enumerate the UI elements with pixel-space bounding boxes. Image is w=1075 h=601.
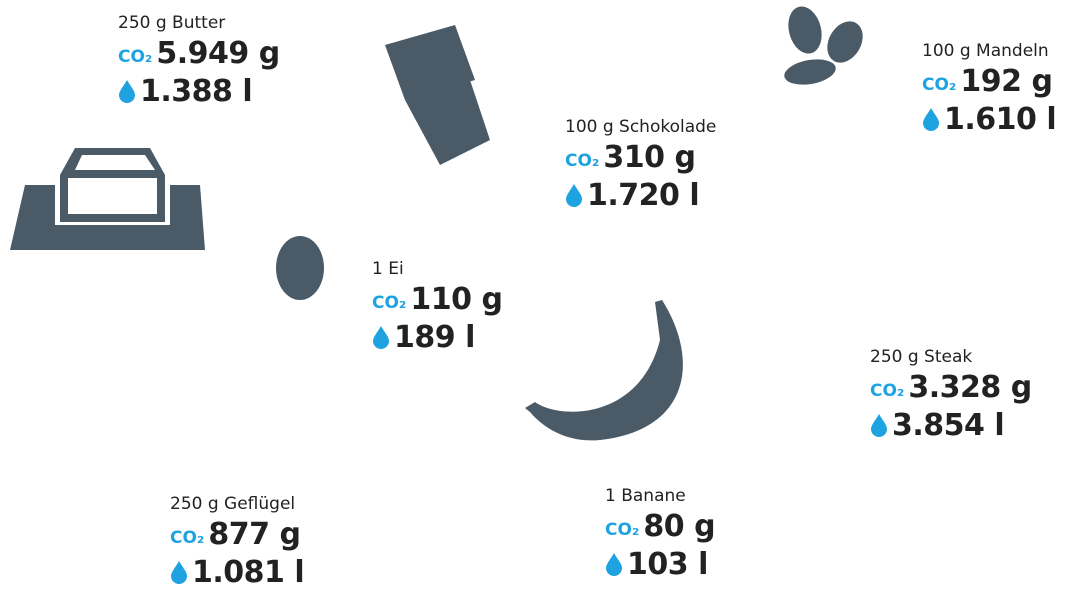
food-label: 100 g Mandeln [922,41,1049,61]
food-item: 250 g Butter CO₂ 5.949 g 1.388 l [118,12,280,110]
co2-value: 80 g [643,508,716,544]
water-value: 1.388 l [140,73,253,109]
co2-value: 192 g [960,63,1053,99]
food-label: 1 Banane [605,486,686,506]
almond-icon [784,6,863,85]
water-row: 1.720 l [565,176,716,214]
water-row: 1.388 l [118,72,280,110]
water-value: 189 l [394,319,475,355]
food-item: 250 g Steak CO₂ 3.328 g 3.854 l [870,346,1032,444]
water-drop [871,414,887,437]
water-row: 1.610 l [922,100,1057,138]
food-label: 250 g Geflügel [170,494,296,514]
water-drop [606,553,622,576]
co2-symbol: CO₂ [565,151,600,171]
co2-value: 5.949 g [156,35,280,71]
co2-value: 877 g [208,516,301,552]
water-row: 189 l [372,318,502,356]
food-label: 1 Ei [372,259,404,279]
co2-value: 110 g [410,281,503,317]
co2-symbol: CO₂ [922,75,957,95]
chocolate-icon [385,25,490,165]
co2-symbol: CO₂ [118,47,153,67]
co2-row: CO₂ 110 g [372,280,503,318]
water-value: 1.720 l [587,177,700,213]
food-item: 100 g Mandeln CO₂ 192 g 1.610 l [922,40,1057,138]
food-item: 1 Banane CO₂ 80 g 103 l [605,485,716,583]
food-item: 250 g Geflügel CO₂ 877 g 1.081 l [170,493,305,591]
egg-icon [276,236,324,300]
co2-symbol: CO₂ [605,520,640,540]
co2-row: CO₂ 3.328 g [870,368,1032,406]
co2-symbol: CO₂ [372,293,407,313]
water-value: 3.854 l [892,407,1005,443]
co2-row: CO₂ 5.949 g [118,34,280,72]
food-label: 100 g Schokolade [565,117,717,137]
butter-icon [10,148,205,250]
food-item: 100 g Schokolade CO₂ 310 g 1.720 l [565,116,716,214]
co2-row: CO₂ 877 g [170,515,304,553]
water-drop [373,326,389,349]
co2-row: CO₂ 192 g [922,62,1056,100]
water-value: 1.610 l [944,101,1057,137]
water-drop [171,561,187,584]
water-value: 103 l [627,546,708,582]
water-row: 103 l [605,545,715,583]
co2-value: 310 g [603,139,696,175]
banana-icon [525,300,683,441]
water-drop [923,108,939,131]
food-item: 1 Ei CO₂ 110 g 189 l [372,258,503,356]
co2-row: CO₂ 80 g [605,507,716,545]
co2-symbol: CO₂ [870,381,905,401]
water-drop [566,184,582,207]
water-row: 3.854 l [870,406,1032,444]
water-row: 1.081 l [170,553,305,591]
water-value: 1.081 l [192,554,305,590]
co2-value: 3.328 g [908,369,1032,405]
co2-row: CO₂ 310 g [565,138,716,176]
food-label: 250 g Steak [870,347,973,367]
water-drop [119,80,135,103]
food-label: 250 g Butter [118,13,226,33]
co2-symbol: CO₂ [170,528,205,548]
